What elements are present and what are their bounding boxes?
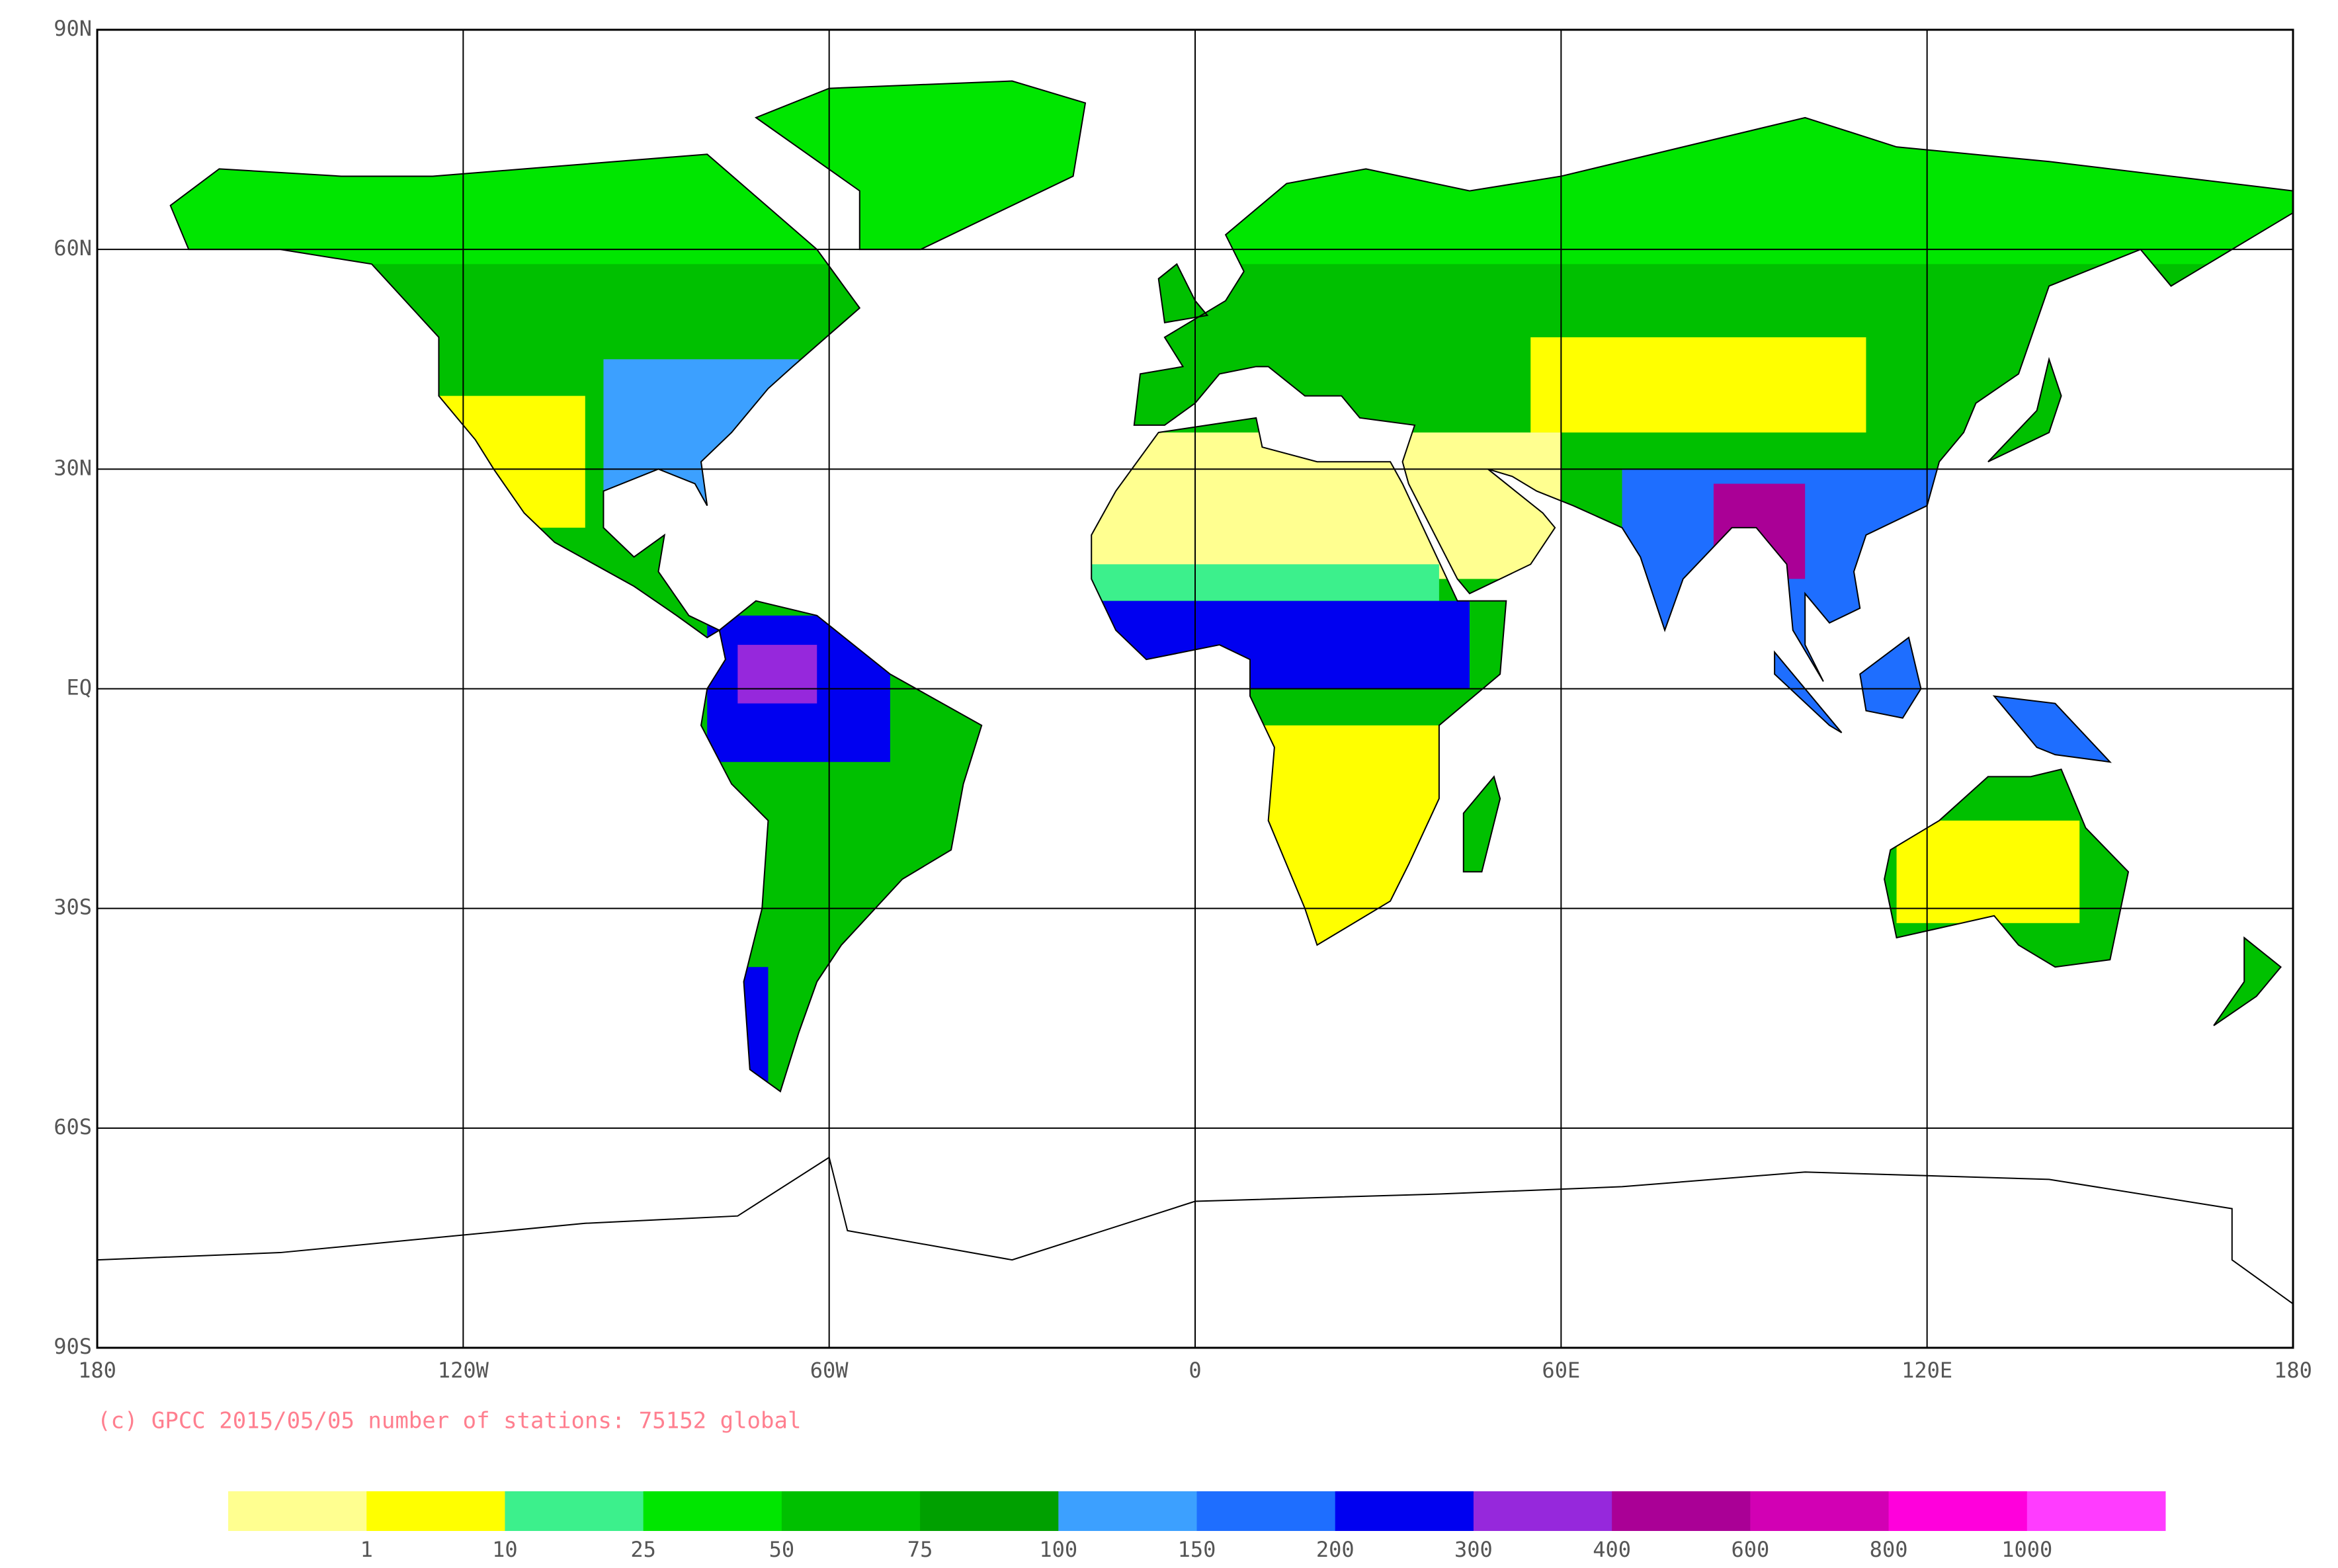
coastline <box>1884 768 2130 968</box>
y-tick-label: 60N <box>54 235 92 261</box>
colorbar-label: 75 <box>907 1537 933 1562</box>
colorbar-label: 400 <box>1593 1537 1631 1562</box>
colorbar-box <box>1888 1491 2028 1531</box>
y-tick-label: EQ <box>66 675 92 700</box>
coastline <box>1091 417 1507 946</box>
coastline <box>1987 356 2062 463</box>
precip-zone <box>1530 337 1866 433</box>
colorbar-box <box>1473 1491 1612 1531</box>
x-tick-label: 120W <box>438 1358 489 1383</box>
colorbar-label: 1 <box>360 1537 373 1562</box>
colorbar-label: 50 <box>769 1537 795 1562</box>
y-tick-label: 30N <box>54 455 92 480</box>
coastline <box>1859 636 1922 719</box>
coastline <box>754 80 1087 251</box>
coastlines <box>97 80 2294 1305</box>
colorbar-box <box>505 1491 644 1531</box>
colorbar-label: 200 <box>1316 1537 1355 1562</box>
precip-zone <box>1091 564 1439 601</box>
x-tick-label: 180 <box>78 1358 116 1383</box>
x-tick-label: 120E <box>1901 1358 1952 1383</box>
colorbar-box <box>366 1491 505 1531</box>
colorbar-label: 10 <box>492 1537 518 1562</box>
colorbar-box <box>920 1491 1059 1531</box>
y-tick-label: 60S <box>54 1114 92 1139</box>
x-tick-label: 60E <box>1542 1358 1580 1383</box>
coastline <box>1774 650 1843 733</box>
precip-zone <box>1896 820 2080 923</box>
coastline <box>700 600 983 1093</box>
colorbar-box <box>1196 1491 1336 1531</box>
credit: (c) GPCC 2015/05/05 number of stations: … <box>97 1408 801 1434</box>
coastline <box>1157 263 1209 324</box>
colorbar-label: 600 <box>1731 1537 1769 1562</box>
x-tick-label: 0 <box>1189 1358 1201 1383</box>
y-tick-label: 90S <box>54 1334 92 1359</box>
colorbar-label: 300 <box>1454 1537 1493 1562</box>
colorbar-box <box>781 1491 921 1531</box>
map-frame <box>96 28 2294 1349</box>
precip-zone <box>737 645 817 704</box>
x-tick-label: 60W <box>810 1358 849 1383</box>
colorbar-box <box>1612 1491 1751 1531</box>
colorbar-label: 25 <box>630 1537 656 1562</box>
colorbar-label: 800 <box>1870 1537 1908 1562</box>
x-tick-label: 180 <box>2274 1358 2312 1383</box>
coastline <box>1462 775 1501 873</box>
coastline <box>1992 695 2112 763</box>
colorbar-box <box>1335 1491 1474 1531</box>
coastline <box>2213 936 2282 1026</box>
y-tick-label: 30S <box>54 895 92 920</box>
y-tick-label: 90N <box>54 16 92 41</box>
colorbar-box <box>1750 1491 1890 1531</box>
colorbar-label: 150 <box>1178 1537 1216 1562</box>
colorbar-box <box>228 1491 367 1531</box>
colorbar-box <box>2026 1491 2166 1531</box>
colorbar-label: 1000 <box>2001 1537 2052 1562</box>
colorbar-box <box>1058 1491 1197 1531</box>
colorbar: 1 10 25 50 75 100 150 200 300 400 600 800 1000 <box>228 1491 2166 1562</box>
colorbar-label: 100 <box>1039 1537 1077 1562</box>
colorbar-box <box>643 1491 782 1531</box>
